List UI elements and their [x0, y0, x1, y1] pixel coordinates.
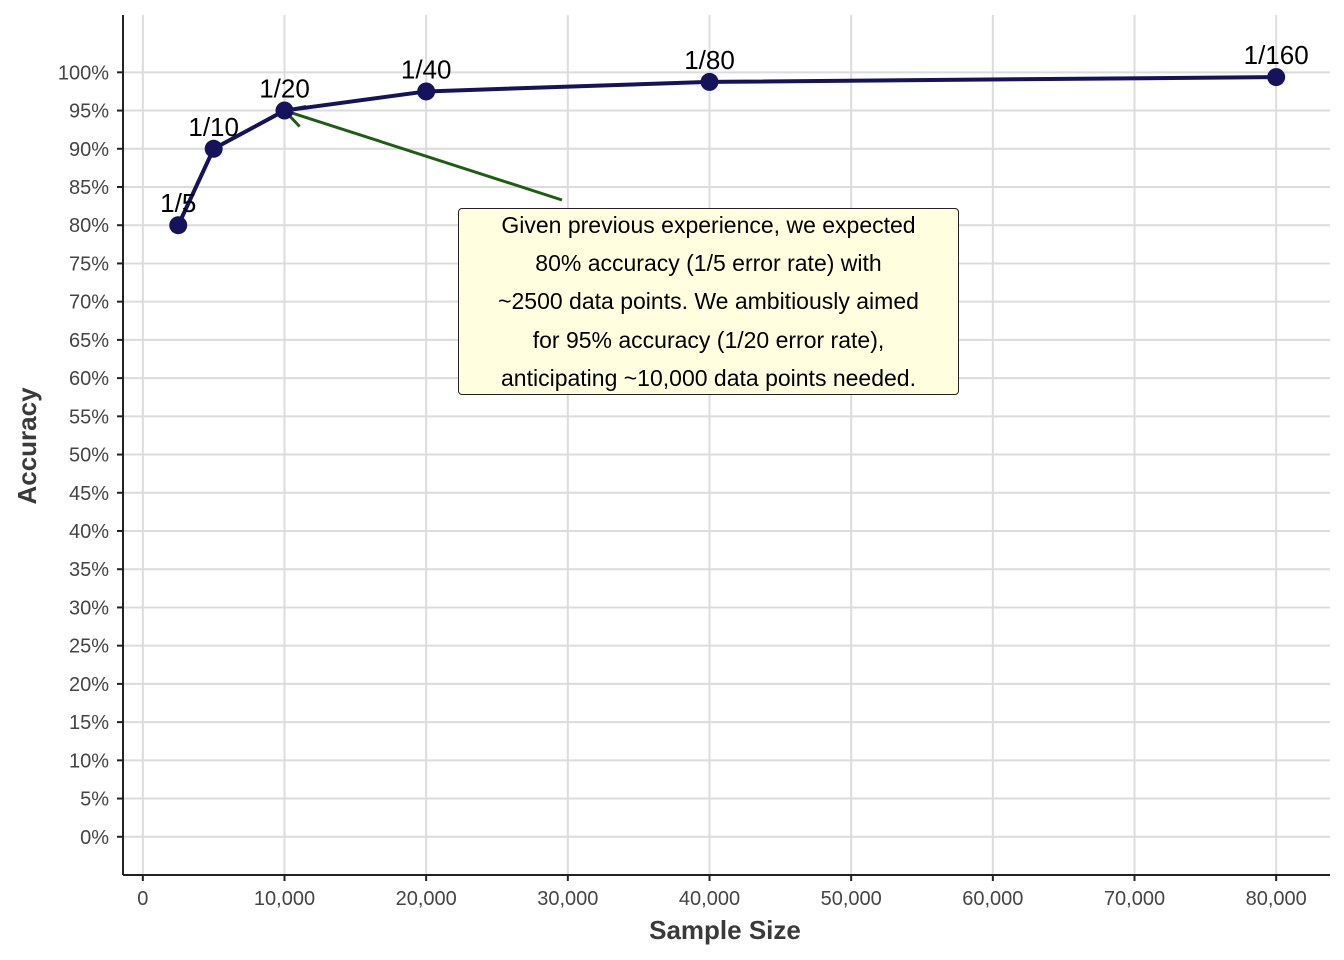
- x-tick-label: 80,000: [1246, 888, 1307, 910]
- annotation-line: anticipating ~10,000 data points needed.: [501, 364, 916, 391]
- data-series: [169, 68, 1286, 235]
- x-tick-label: 50,000: [821, 888, 882, 910]
- point-label: 1/40: [401, 54, 452, 84]
- x-tick-label: 20,000: [396, 888, 457, 910]
- y-tick-label: 70%: [69, 292, 109, 314]
- axes: [117, 15, 1330, 881]
- y-tick-label: 40%: [69, 521, 109, 543]
- data-point: [700, 72, 719, 91]
- y-tick-label: 30%: [69, 597, 109, 619]
- annotation-line: 80% accuracy (1/5 error rate) with: [535, 250, 882, 277]
- x-tick-label: 40,000: [679, 888, 740, 910]
- annotation-arrow: [281, 104, 563, 202]
- point-label: 1/20: [259, 74, 310, 104]
- data-point: [204, 139, 223, 158]
- y-tick-label: 80%: [69, 215, 109, 237]
- y-tick-label: 60%: [69, 368, 109, 390]
- arrow-shaft: [284, 109, 563, 202]
- x-tick-label: 30,000: [537, 888, 598, 910]
- annotation-line: ~2500 data points. We ambitiously aimed: [498, 288, 919, 315]
- data-point: [417, 82, 436, 101]
- x-tick-label: 0: [137, 888, 148, 910]
- y-tick-label: 55%: [69, 406, 109, 428]
- series-line: [176, 75, 1279, 228]
- y-tick-label: 35%: [69, 559, 109, 581]
- data-point: [275, 101, 294, 120]
- point-labels: 1/5 1/10 1/20 1/40 1/80 1/160: [160, 40, 1309, 218]
- x-tick-label: 70,000: [1104, 888, 1165, 910]
- y-tick-label: 25%: [69, 636, 109, 658]
- y-tick-label: 95%: [69, 101, 109, 123]
- y-tick-label: 50%: [69, 445, 109, 467]
- annotation-line: for 95% accuracy (1/20 error rate),: [532, 326, 885, 353]
- y-tick-label: 5%: [80, 789, 109, 811]
- data-point: [1267, 68, 1286, 87]
- grid-lines: [123, 15, 1330, 875]
- tick-labels: 0 10,000 20,000 30,000 40,000 50,000 60,000 70,…: [58, 62, 1307, 910]
- point-label: 1/80: [684, 45, 735, 75]
- y-tick-label: 15%: [69, 712, 109, 734]
- y-tick-label: 85%: [69, 177, 109, 199]
- y-tick-label: 45%: [69, 483, 109, 505]
- annotation-box: Given previous experience, we expected 80…: [458, 208, 959, 395]
- y-tick-label: 10%: [69, 750, 109, 772]
- y-axis-title: Accuracy: [12, 387, 42, 505]
- annotation-line: Given previous experience, we expected: [501, 211, 916, 238]
- y-tick-label: 65%: [69, 330, 109, 352]
- x-axis-title: Sample Size: [649, 915, 801, 945]
- x-tick-label: 60,000: [962, 888, 1023, 910]
- point-label: 1/10: [188, 112, 239, 142]
- y-tick-label: 75%: [69, 253, 109, 275]
- y-tick-label: 90%: [69, 139, 109, 161]
- y-tick-label: 0%: [80, 827, 109, 849]
- x-tick-label: 10,000: [254, 888, 315, 910]
- annotation-text: Given previous experience, we expected 80…: [498, 206, 919, 397]
- data-point: [169, 216, 188, 235]
- y-tick-label: 100%: [58, 62, 109, 84]
- y-tick-label: 20%: [69, 674, 109, 696]
- point-label: 1/160: [1244, 40, 1309, 70]
- point-label: 1/5: [160, 188, 196, 218]
